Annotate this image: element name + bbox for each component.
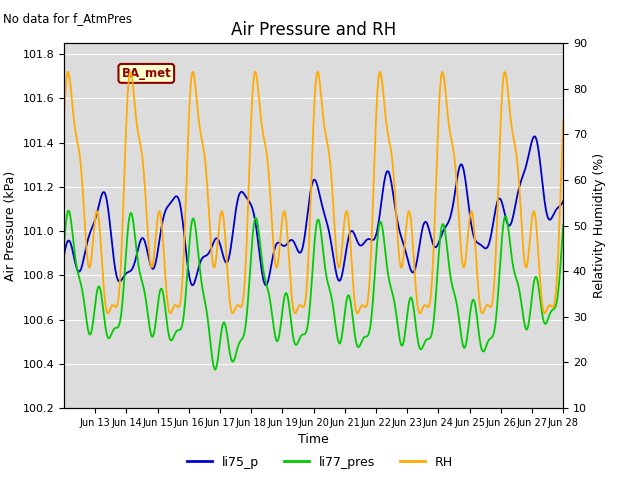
Line: li77_pres: li77_pres [64, 211, 563, 370]
li77_pres [492, 323, 499, 329]
Text: BA_met: BA_met [122, 67, 171, 80]
Y-axis label: Relativity Humidity (%): Relativity Humidity (%) [593, 153, 605, 298]
li77_pres [351, 334, 359, 339]
li75_p [60, 252, 68, 258]
RH [351, 302, 359, 308]
li75_p [364, 236, 371, 242]
RH [364, 294, 372, 300]
li77_pres [92, 301, 99, 307]
li77_pres [559, 222, 567, 228]
li75_p [559, 198, 567, 204]
li75_p [531, 133, 538, 139]
li75_p [351, 232, 358, 238]
Title: Air Pressure and RH: Air Pressure and RH [231, 21, 396, 39]
RH [91, 221, 99, 227]
li75_p [491, 213, 499, 218]
RH [492, 265, 499, 271]
RH [440, 74, 448, 80]
li77_pres [380, 231, 387, 237]
RH [559, 117, 567, 123]
RH [314, 69, 321, 75]
li77_pres [60, 243, 68, 249]
Text: No data for f_AtmPres: No data for f_AtmPres [3, 12, 132, 25]
Y-axis label: Air Pressure (kPa): Air Pressure (kPa) [4, 170, 17, 281]
li77_pres [65, 208, 72, 214]
li77_pres [211, 367, 219, 372]
li75_p [189, 282, 196, 288]
li75_p [440, 228, 447, 234]
Line: li75_p: li75_p [64, 136, 563, 285]
li75_p [379, 190, 387, 195]
RH [380, 90, 387, 96]
RH [60, 117, 68, 123]
li75_p [91, 218, 99, 224]
Legend: li75_p, li77_pres, RH: li75_p, li77_pres, RH [182, 451, 458, 474]
RH [229, 311, 237, 316]
li77_pres [440, 223, 448, 228]
li77_pres [364, 332, 372, 338]
X-axis label: Time: Time [298, 433, 329, 446]
Line: RH: RH [64, 72, 563, 313]
